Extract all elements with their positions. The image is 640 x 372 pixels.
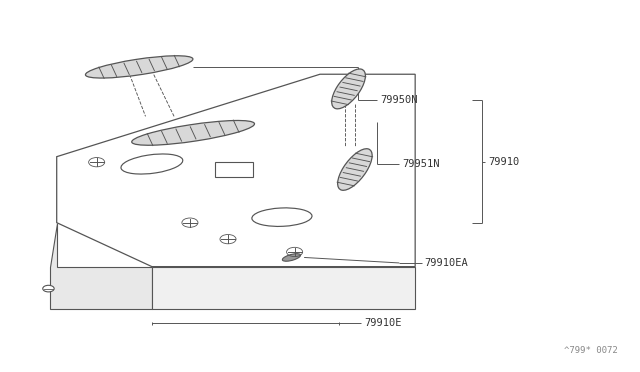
Text: 79910: 79910 bbox=[488, 157, 520, 167]
Polygon shape bbox=[152, 267, 415, 309]
Polygon shape bbox=[57, 74, 415, 267]
Text: ^799* 0072: ^799* 0072 bbox=[564, 346, 618, 355]
Text: 79951N: 79951N bbox=[403, 159, 440, 169]
Ellipse shape bbox=[132, 121, 255, 145]
Ellipse shape bbox=[252, 208, 312, 227]
Text: 79950N: 79950N bbox=[380, 95, 418, 105]
Ellipse shape bbox=[282, 254, 301, 261]
Ellipse shape bbox=[332, 69, 365, 109]
Ellipse shape bbox=[86, 56, 193, 78]
Text: 79910EA: 79910EA bbox=[425, 258, 468, 268]
Bar bbox=[215, 162, 253, 177]
Polygon shape bbox=[51, 223, 152, 309]
Ellipse shape bbox=[338, 149, 372, 190]
Text: 79910E: 79910E bbox=[364, 318, 402, 328]
Ellipse shape bbox=[121, 154, 183, 174]
Ellipse shape bbox=[43, 285, 54, 292]
